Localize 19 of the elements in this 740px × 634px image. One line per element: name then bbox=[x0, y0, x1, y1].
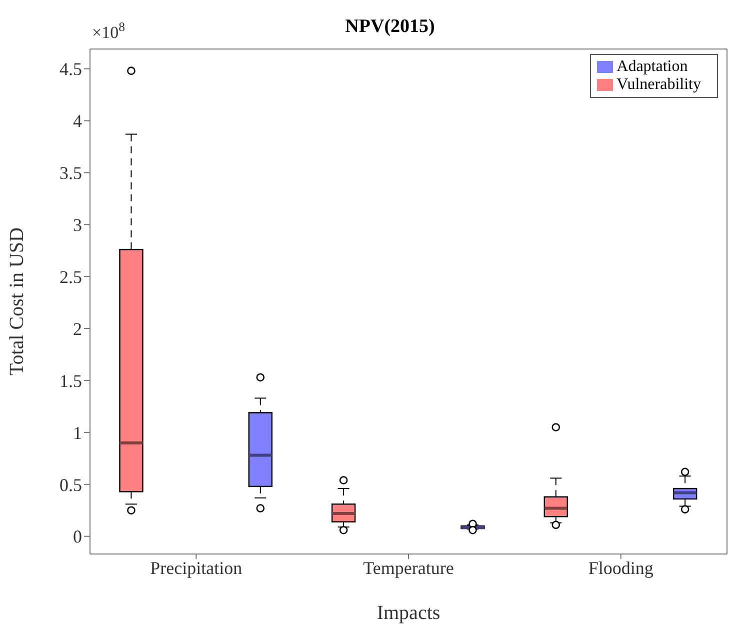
y-tick-label: 3.5 bbox=[60, 163, 82, 184]
x-tick-label: Precipitation bbox=[150, 558, 242, 578]
y-tick-label: 1.5 bbox=[60, 370, 82, 391]
x-axis-title: Impacts bbox=[376, 602, 440, 624]
y-tick-label: 1 bbox=[73, 422, 82, 443]
y-tick-label: 3 bbox=[73, 214, 82, 235]
y-tick-label: 4 bbox=[73, 111, 82, 132]
y-tick-label: 0.5 bbox=[60, 474, 82, 495]
y-tick-label: 4.5 bbox=[60, 59, 82, 80]
y-tick-label: 0 bbox=[73, 526, 82, 547]
x-tick-label: Temperature bbox=[363, 558, 454, 578]
y-tick-label: 2 bbox=[73, 318, 82, 339]
legend-label: Vulnerability bbox=[616, 76, 701, 93]
y-tick-label: 2.5 bbox=[60, 266, 82, 287]
x-tick-label: Flooding bbox=[588, 558, 654, 578]
chart-title: NPV(2015) bbox=[345, 16, 435, 37]
y-axis-title: Total Cost in USD bbox=[6, 227, 28, 376]
legend-label: Adaptation bbox=[616, 58, 688, 75]
text: ×10$^{8}$ bbox=[92, 20, 125, 42]
